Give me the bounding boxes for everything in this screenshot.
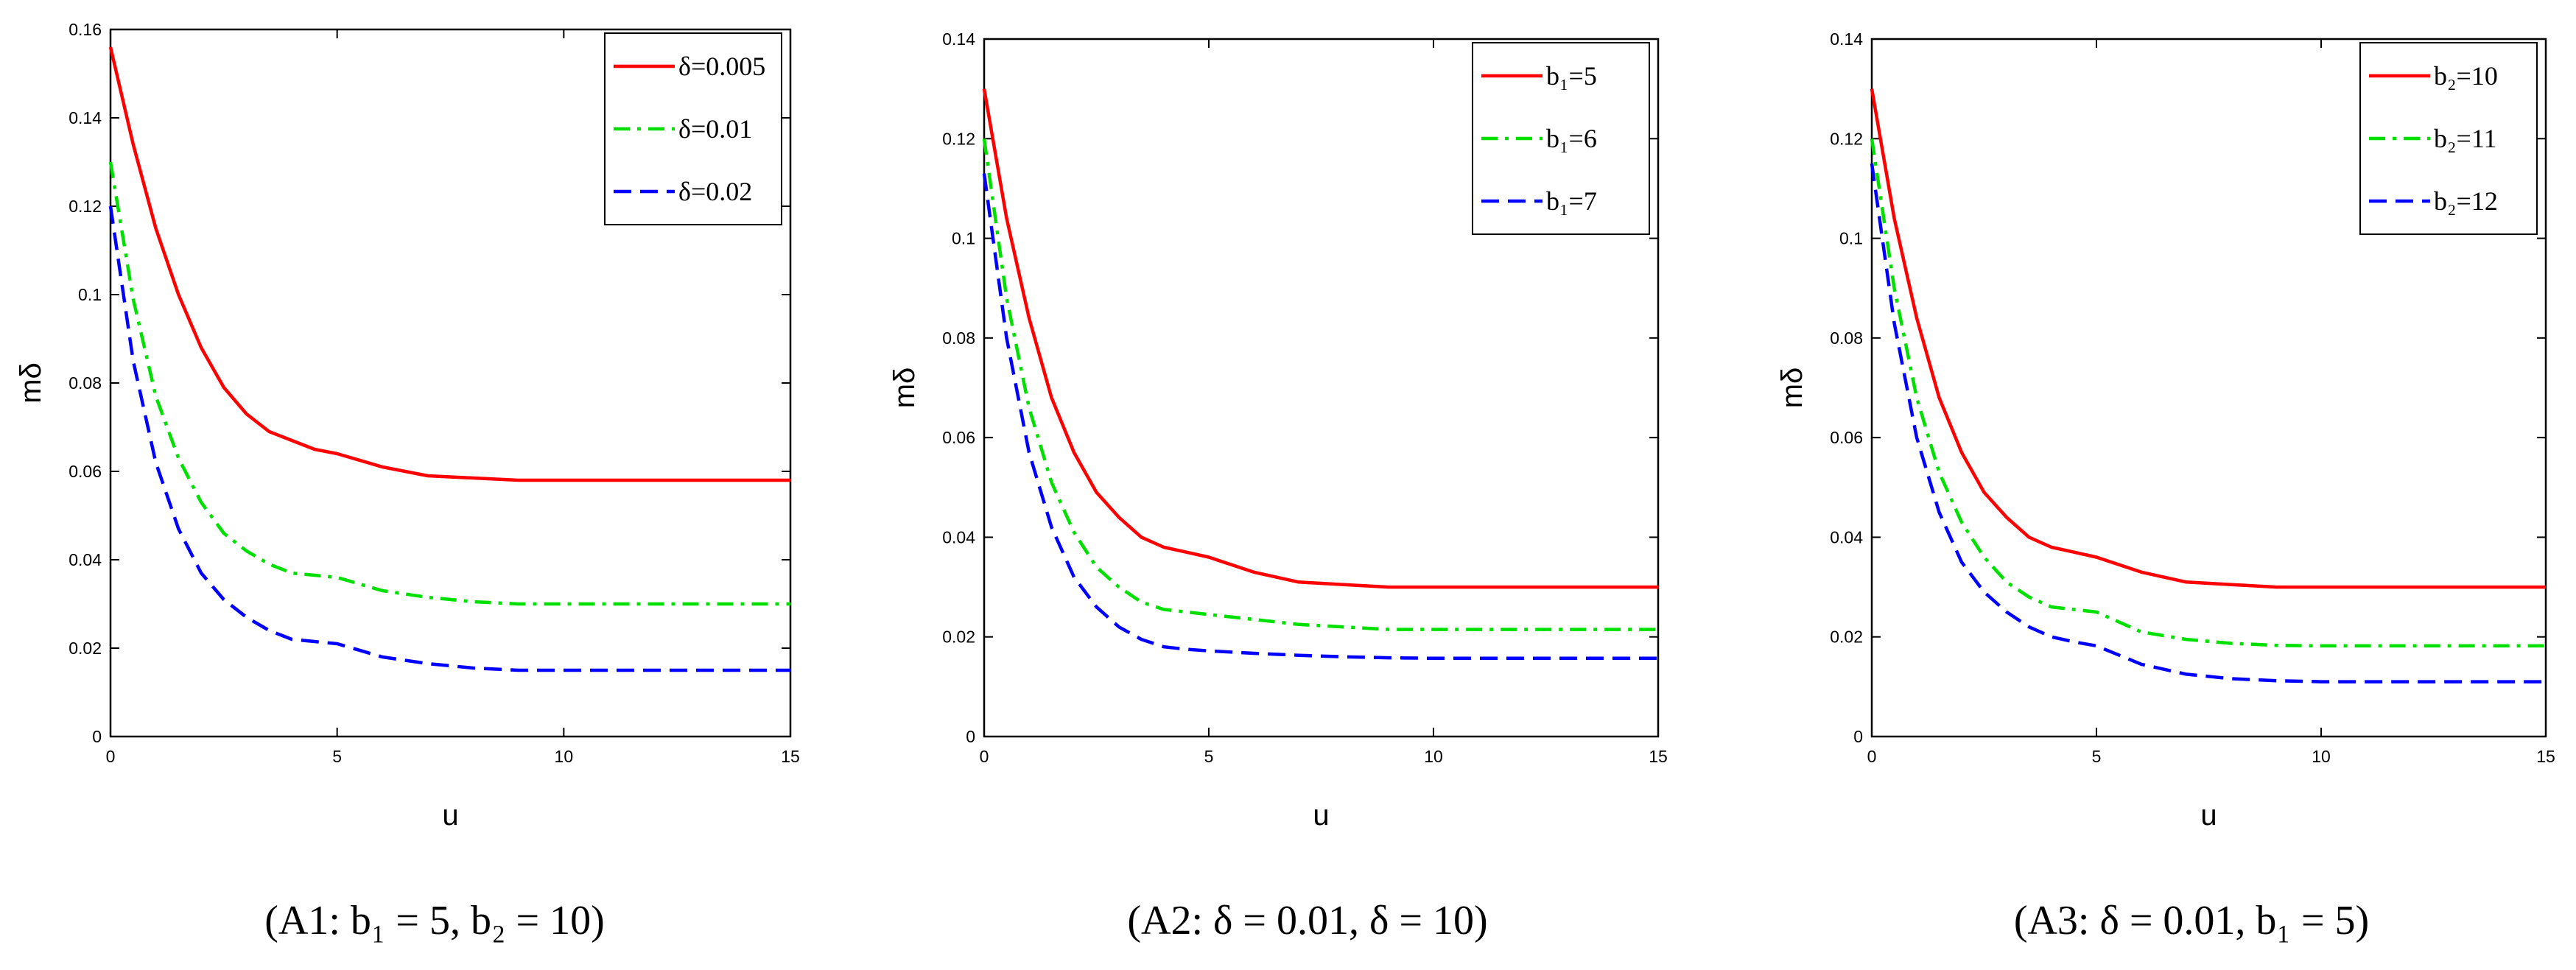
chart-panel-a3: 0 5 10 15 0 0.02 0.04 0.06 0.08 0.1 0.12 0.14 u mδ b₂=… xyxy=(1776,29,2555,943)
y-axis-label: mδ xyxy=(15,362,47,404)
chart-panel-a1: 0 5 10 15 0 0.02 0.04 0.06 0.08 0.1 0.12 0.14 0.16 u m… xyxy=(15,20,800,943)
series-line-2 xyxy=(1870,138,2546,648)
x-tick-label: 5 xyxy=(2092,747,2102,766)
legend-label-1: δ=0.005 xyxy=(678,52,765,81)
series-line-2 xyxy=(108,161,790,606)
y-tick-label: 0.06 xyxy=(1830,428,1863,447)
series-line-3 xyxy=(982,173,1658,661)
y-tick-label: 0.14 xyxy=(942,29,975,49)
series-line-2 xyxy=(982,138,1658,631)
y-tick-label: 0 xyxy=(966,727,975,746)
x-tick-label: 10 xyxy=(2312,747,2331,766)
x-tick-label: 15 xyxy=(2536,747,2555,766)
y-tick-label: 0.16 xyxy=(69,20,102,39)
legend-label-3: b₁=7 xyxy=(1546,186,1597,216)
y-tick-label: 0.02 xyxy=(69,639,102,658)
series-line-3 xyxy=(108,205,790,672)
legend-label-2: δ=0.01 xyxy=(678,114,752,144)
x-axis-label: u xyxy=(442,799,458,832)
y-tick-label: 0.02 xyxy=(942,628,975,647)
x-tick-label: 0 xyxy=(980,747,989,766)
legend-label-1: b₂=10 xyxy=(2434,61,2498,91)
y-tick-label: 0.1 xyxy=(1839,229,1863,248)
legend-label-3: b₂=12 xyxy=(2434,186,2498,216)
x-tick-label: 10 xyxy=(555,747,574,766)
series-line-1 xyxy=(1870,88,2546,589)
legend-label-2: b₁=6 xyxy=(1546,124,1597,153)
y-tick-label: 0.1 xyxy=(952,229,975,248)
y-tick-label: 0.08 xyxy=(942,328,975,348)
y-tick-label: 0.02 xyxy=(1830,628,1863,647)
y-tick-label: 0.1 xyxy=(78,285,102,304)
y-tick-label: 0 xyxy=(92,727,102,746)
legend-label-1: b₁=5 xyxy=(1546,61,1597,91)
y-tick-label: 0 xyxy=(1853,727,1863,746)
panel-caption: (A2: δ = 0.01, δ = 10) xyxy=(1127,898,1487,943)
x-tick-label: 15 xyxy=(781,747,800,766)
y-tick-label: 0.08 xyxy=(1830,328,1863,348)
y-tick-label: 0.04 xyxy=(1830,527,1863,546)
x-tick-label: 0 xyxy=(106,747,116,766)
legend-label-3: δ=0.02 xyxy=(678,177,752,206)
x-axis-label: u xyxy=(2200,799,2217,832)
y-tick-label: 0.12 xyxy=(1830,129,1863,148)
y-tick-label: 0.04 xyxy=(942,527,975,546)
chart-panel-a2: 0 5 10 15 0 0.02 0.04 0.06 0.08 0.1 0.12 0.14 u mδ b₁=… xyxy=(888,29,1668,943)
x-tick-label: 5 xyxy=(332,747,342,766)
y-tick-label: 0.06 xyxy=(69,462,102,481)
panel-caption: (A3: δ = 0.01, b₁ = 5) xyxy=(2014,898,2369,943)
y-tick-label: 0.04 xyxy=(69,550,102,569)
x-tick-label: 15 xyxy=(1649,747,1668,766)
y-tick-label: 0.14 xyxy=(69,108,102,127)
y-tick-label: 0.12 xyxy=(69,197,102,216)
x-axis-label: u xyxy=(1313,799,1329,832)
series-line-1 xyxy=(982,88,1658,589)
series-line-3 xyxy=(1870,163,2546,683)
panel-caption: (A1: b₁ = 5, b₂ = 10) xyxy=(264,898,605,943)
y-axis-label: mδ xyxy=(888,368,921,409)
legend-label-2: b₂=11 xyxy=(2434,124,2497,153)
series-line-1 xyxy=(108,46,790,482)
y-tick-label: 0.06 xyxy=(942,428,975,447)
y-tick-label: 0.12 xyxy=(942,129,975,148)
x-tick-label: 0 xyxy=(1867,747,1877,766)
y-tick-label: 0.14 xyxy=(1830,29,1863,49)
x-tick-label: 10 xyxy=(1424,747,1443,766)
x-tick-label: 5 xyxy=(1204,747,1214,766)
y-axis-label: mδ xyxy=(1776,368,1808,409)
y-tick-label: 0.08 xyxy=(69,373,102,393)
